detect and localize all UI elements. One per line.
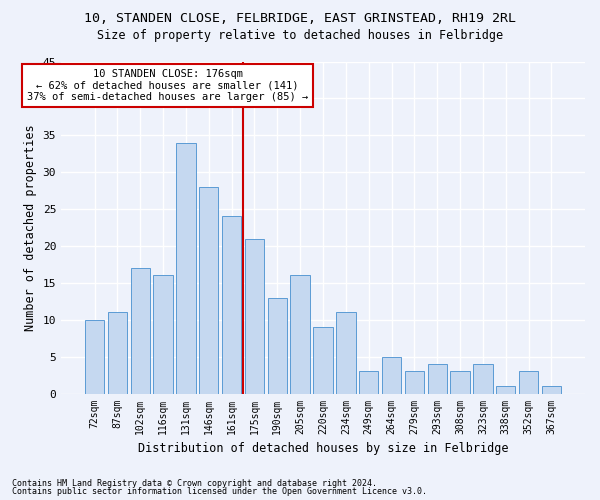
Bar [451,372,470,394]
X-axis label: Distribution of detached houses by size in Felbridge: Distribution of detached houses by size … [138,442,508,455]
Bar [154,276,173,394]
Bar [382,356,401,394]
Bar [519,372,538,394]
Text: Contains HM Land Registry data © Crown copyright and database right 2024.: Contains HM Land Registry data © Crown c… [12,478,377,488]
Bar [313,327,333,394]
Text: Size of property relative to detached houses in Felbridge: Size of property relative to detached ho… [97,29,503,42]
Bar [496,386,515,394]
Bar [199,187,218,394]
Bar [176,142,196,394]
Text: Contains public sector information licensed under the Open Government Licence v3: Contains public sector information licen… [12,487,427,496]
Bar [336,312,356,394]
Bar [268,298,287,394]
Bar [245,238,264,394]
Y-axis label: Number of detached properties: Number of detached properties [24,124,37,331]
Bar [473,364,493,394]
Bar [290,276,310,394]
Bar [85,320,104,394]
Text: 10, STANDEN CLOSE, FELBRIDGE, EAST GRINSTEAD, RH19 2RL: 10, STANDEN CLOSE, FELBRIDGE, EAST GRINS… [84,12,516,26]
Bar [359,372,379,394]
Bar [404,372,424,394]
Text: 10 STANDEN CLOSE: 176sqm
← 62% of detached houses are smaller (141)
37% of semi-: 10 STANDEN CLOSE: 176sqm ← 62% of detach… [27,69,308,102]
Bar [428,364,447,394]
Bar [542,386,561,394]
Bar [107,312,127,394]
Bar [131,268,150,394]
Bar [222,216,241,394]
